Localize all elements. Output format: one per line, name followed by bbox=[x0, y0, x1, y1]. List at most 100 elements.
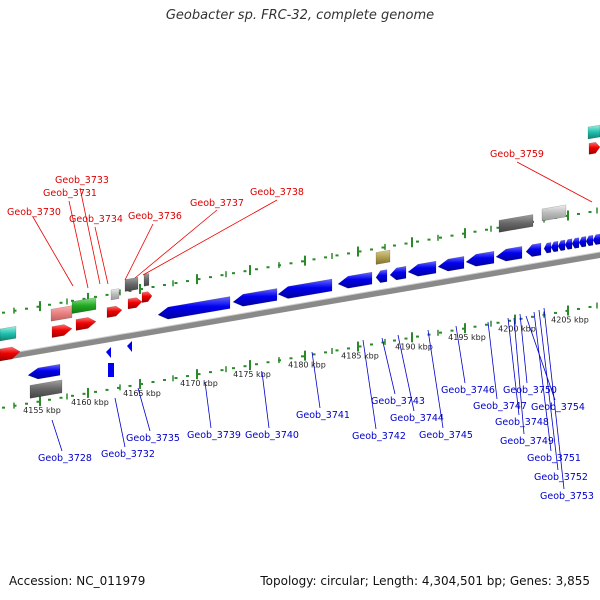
reverse-gene-label[interactable]: Geob_3754 bbox=[531, 402, 585, 413]
lower-tick-dot bbox=[301, 355, 304, 358]
forward-gene[interactable] bbox=[75, 317, 97, 331]
upper-tick-dot bbox=[105, 293, 109, 296]
reverse-gene-label[interactable]: Geob_3735 bbox=[126, 433, 180, 444]
reverse-gene[interactable] bbox=[557, 239, 566, 252]
misc-feature[interactable] bbox=[541, 204, 567, 222]
upper-tick-dot bbox=[416, 240, 419, 243]
rna-feature[interactable] bbox=[50, 305, 73, 322]
forward-gene[interactable] bbox=[0, 346, 21, 362]
rna-feature[interactable] bbox=[587, 124, 600, 140]
reverse-gene-label[interactable]: Geob_3732 bbox=[101, 449, 155, 460]
pseudogene-feature[interactable] bbox=[498, 214, 534, 233]
reverse-label-leader bbox=[261, 371, 270, 429]
reverse-gene-label[interactable]: Geob_3741 bbox=[296, 410, 350, 421]
reverse-gene-label[interactable]: Geob_3746 bbox=[441, 385, 495, 396]
lower-tick-dot bbox=[48, 398, 51, 401]
reverse-gene-label[interactable]: Geob_3744 bbox=[390, 413, 444, 424]
upper-tick-dot bbox=[255, 268, 258, 271]
reverse-gene[interactable] bbox=[127, 341, 132, 352]
reverse-gene-label[interactable]: Geob_3742 bbox=[352, 431, 406, 442]
reverse-gene[interactable] bbox=[407, 260, 437, 277]
upper-tick-dot bbox=[496, 226, 500, 229]
rna-feature[interactable] bbox=[71, 297, 97, 314]
reverse-gene[interactable] bbox=[495, 246, 523, 262]
upper-tick-dot bbox=[462, 232, 465, 235]
reverse-gene[interactable] bbox=[375, 269, 388, 283]
upper-tick-dot bbox=[370, 248, 373, 251]
rna-feature[interactable] bbox=[0, 325, 17, 342]
reverse-gene[interactable] bbox=[437, 256, 465, 272]
misc-feature[interactable] bbox=[143, 273, 150, 287]
reverse-label-leader bbox=[427, 329, 444, 429]
reverse-gene-label[interactable]: Geob_3749 bbox=[500, 436, 554, 447]
forward-gene[interactable] bbox=[106, 305, 123, 318]
forward-label-leader bbox=[94, 226, 109, 285]
upper-tick-dot bbox=[485, 228, 488, 231]
lower-tick-dot bbox=[105, 388, 109, 391]
reverse-gene[interactable] bbox=[592, 233, 600, 245]
lower-tick-dot bbox=[416, 335, 419, 338]
forward-gene-label[interactable]: Geob_3730 bbox=[7, 207, 61, 218]
upper-tick-dot bbox=[82, 297, 86, 300]
forward-gene[interactable] bbox=[588, 141, 600, 155]
forward-gene[interactable] bbox=[141, 291, 153, 303]
reverse-gene[interactable] bbox=[585, 234, 594, 247]
reverse-gene-label[interactable]: Geob_3728 bbox=[38, 453, 92, 464]
reverse-gene[interactable] bbox=[564, 238, 573, 250]
reverse-gene[interactable] bbox=[337, 271, 373, 289]
reverse-gene-label[interactable]: Geob_3745 bbox=[419, 430, 473, 441]
reverse-gene[interactable] bbox=[106, 347, 111, 358]
reverse-gene-label[interactable]: Geob_3750 bbox=[503, 385, 557, 396]
reverse-gene[interactable] bbox=[157, 296, 231, 320]
reverse-gene[interactable] bbox=[277, 278, 333, 299]
reverse-gene-label[interactable]: Geob_3739 bbox=[187, 430, 241, 441]
forward-gene-label[interactable]: Geob_3738 bbox=[250, 187, 304, 198]
upper-tick-dot bbox=[358, 250, 362, 253]
forward-gene-label[interactable]: Geob_3734 bbox=[69, 214, 123, 225]
reverse-gene[interactable] bbox=[543, 242, 552, 254]
forward-gene-label[interactable]: Geob_3737 bbox=[190, 198, 244, 209]
lower-tick-dot bbox=[163, 379, 166, 382]
pseudogene-feature[interactable] bbox=[29, 379, 63, 399]
reverse-gene-label[interactable]: Geob_3743 bbox=[371, 396, 425, 407]
upper-tick-dot bbox=[128, 289, 132, 292]
misc-feature[interactable] bbox=[124, 277, 139, 292]
reverse-gene[interactable] bbox=[525, 242, 542, 257]
reverse-gene[interactable] bbox=[578, 236, 587, 248]
forward-label-leader bbox=[142, 199, 278, 276]
upper-tick-dot bbox=[427, 238, 431, 241]
lower-tick-dot bbox=[324, 351, 327, 354]
upper-tick-dot bbox=[13, 309, 17, 312]
forward-gene-label[interactable]: Geob_3736 bbox=[128, 211, 182, 222]
reverse-gene[interactable] bbox=[465, 250, 495, 267]
reverse-gene-label[interactable]: Geob_3753 bbox=[540, 491, 594, 502]
forward-gene[interactable] bbox=[127, 297, 143, 310]
reverse-gene[interactable] bbox=[232, 288, 278, 307]
reverse-label-leader bbox=[533, 311, 552, 452]
reverse-gene[interactable] bbox=[571, 237, 580, 249]
reverse-gene-label[interactable]: Geob_3740 bbox=[245, 430, 299, 441]
lower-tick-dot bbox=[450, 329, 454, 332]
reverse-gene-label[interactable]: Geob_3751 bbox=[527, 453, 581, 464]
misc-feature[interactable] bbox=[375, 249, 391, 265]
forward-gene-label[interactable]: Geob_3731 bbox=[43, 188, 97, 199]
reverse-gene-label[interactable]: Geob_3747 bbox=[473, 401, 527, 412]
forward-label-leader bbox=[134, 209, 218, 279]
forward-gene-label[interactable]: Geob_3759 bbox=[490, 149, 544, 160]
forward-gene-label[interactable]: Geob_3733 bbox=[55, 175, 109, 186]
tick-label: 4155 kbp bbox=[23, 406, 61, 415]
reverse-gene[interactable] bbox=[389, 266, 407, 281]
backbone-highlight bbox=[0, 251, 600, 356]
reverse-gene-label[interactable]: Geob_3752 bbox=[534, 472, 588, 483]
reverse-gene[interactable] bbox=[108, 363, 114, 377]
reverse-gene-label[interactable]: Geob_3748 bbox=[495, 417, 549, 428]
reverse-gene[interactable] bbox=[27, 363, 61, 380]
lower-tick-dot bbox=[462, 327, 465, 330]
misc-feature[interactable] bbox=[110, 288, 120, 301]
reverse-gene[interactable] bbox=[550, 240, 559, 253]
upper-tick-dot bbox=[232, 272, 235, 275]
forward-gene[interactable] bbox=[51, 324, 73, 338]
tick-label: 4170 kbp bbox=[180, 379, 218, 388]
forward-label-leader bbox=[79, 187, 101, 285]
